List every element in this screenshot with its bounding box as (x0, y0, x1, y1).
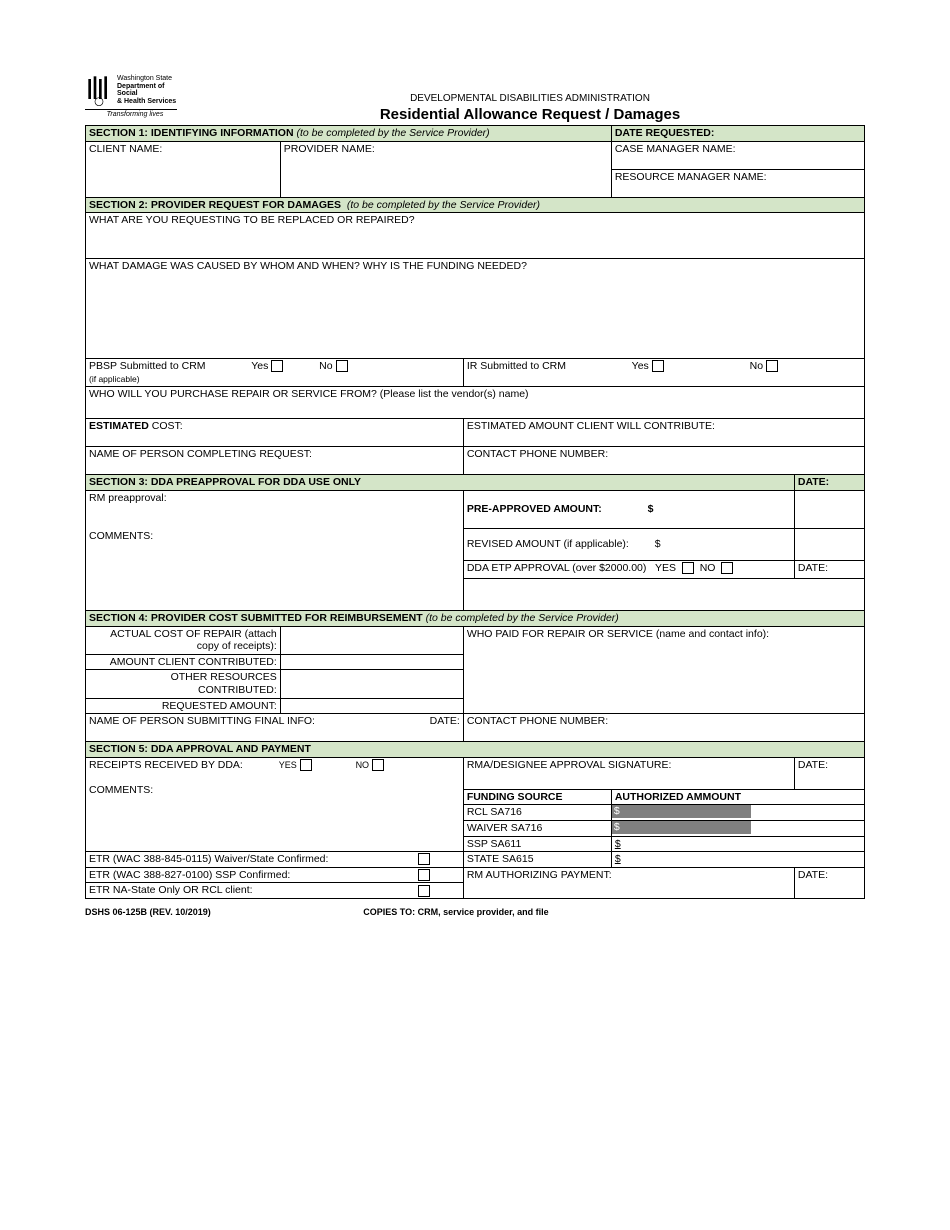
submitting-final-cell[interactable]: NAME OF PERSON SUBMITTING FINAL INFO: DA… (86, 714, 464, 742)
other-resources-cell[interactable] (280, 670, 463, 698)
actual-cost-cell[interactable] (280, 626, 463, 654)
revised-amount-cell[interactable]: REVISED AMOUNT (if applicable): $ (463, 528, 794, 560)
etp-approval-cell[interactable]: DDA ETP APPROVAL (over $2000.00) YES NO (463, 560, 794, 578)
section3-header: SECTION 3: DDA PREAPPROVAL FOR DDA USE O… (86, 475, 795, 491)
section4-header: SECTION 4: PROVIDER COST SUBMITTED FOR R… (86, 610, 865, 626)
ir-yes-checkbox[interactable] (649, 360, 664, 372)
waiver-label: WAIVER SA716 (463, 820, 611, 836)
etr3-cell[interactable]: ETR NA-State Only OR RCL client: (86, 883, 464, 899)
pbsp-no-checkbox[interactable] (333, 360, 348, 372)
ssp-amount-cell[interactable]: $ (611, 836, 864, 852)
preapproved-amount-cell[interactable]: PRE-APPROVED AMOUNT: $ (463, 490, 794, 528)
amount-client-cell[interactable] (280, 654, 463, 670)
etr1-checkbox[interactable] (415, 853, 430, 865)
state-label: STATE SA615 (463, 852, 611, 868)
contact-phone-final-cell[interactable]: CONTACT PHONE NUMBER: (463, 714, 864, 742)
ir-cell[interactable]: IR Submitted to CRM Yes No (463, 359, 864, 387)
etr2-checkbox[interactable] (415, 869, 430, 881)
estimated-cost-cell[interactable]: ESTIMATED COST: (86, 419, 464, 447)
rm-preapproval-cell[interactable]: RM preapproval: COMMENTS: (86, 490, 464, 610)
authorized-amount-header: AUTHORIZED AMMOUNT (611, 789, 864, 805)
requested-amount-cell[interactable] (280, 698, 463, 714)
client-name-cell[interactable]: CLIENT NAME: (86, 141, 281, 197)
completing-request-cell[interactable]: NAME OF PERSON COMPLETING REQUEST: (86, 447, 464, 475)
who-paid-cell[interactable]: WHO PAID FOR REPAIR OR SERVICE (name and… (463, 626, 864, 714)
requested-amount-label: REQUESTED AMOUNT: (86, 698, 281, 714)
footer: DSHS 06-125B (REV. 10/2019) COPIES TO: C… (85, 907, 865, 917)
rcl-label: RCL SA716 (463, 805, 611, 821)
form-title: Residential Allowance Request / Damages (195, 106, 865, 123)
dept-line1: Washington State (117, 75, 172, 82)
date-requested-label: DATE REQUESTED: (611, 126, 864, 142)
section3-blank-row[interactable] (463, 578, 864, 610)
preapproved-blank[interactable] (794, 490, 864, 528)
etr3-checkbox[interactable] (415, 884, 430, 896)
rma-date-cell[interactable]: DATE: (794, 757, 864, 789)
receipts-no-checkbox[interactable] (369, 759, 384, 771)
page-header: Washington State Department of Social & … (85, 75, 865, 123)
form-id: DSHS 06-125B (REV. 10/2019) (85, 907, 211, 917)
case-manager-cell[interactable]: CASE MANAGER NAME: (611, 141, 864, 169)
receipts-yes-checkbox[interactable] (297, 759, 312, 771)
section2-header: SECTION 2: PROVIDER REQUEST FOR DAMAGES … (86, 197, 865, 213)
pbsp-yes-checkbox[interactable] (268, 360, 283, 372)
actual-cost-label: ACTUAL COST OF REPAIR (attach copy of re… (86, 626, 281, 654)
etp-date-cell[interactable]: DATE: (794, 560, 864, 578)
what-damage-cell[interactable]: WHAT DAMAGE WAS CAUSED BY WHOM AND WHEN?… (86, 259, 865, 359)
client-contribute-cell[interactable]: ESTIMATED AMOUNT CLIENT WILL CONTRIBUTE: (463, 419, 864, 447)
section3-date-header: DATE: (794, 475, 864, 491)
etp-yes-checkbox[interactable] (679, 562, 694, 574)
rm-auth-date-cell[interactable]: DATE: (794, 867, 864, 898)
state-amount-cell[interactable]: $ (611, 852, 864, 868)
state-seal-icon (85, 75, 113, 107)
resource-manager-cell[interactable]: RESOURCE MANAGER NAME: (611, 169, 864, 197)
revised-blank[interactable] (794, 528, 864, 560)
what-requesting-cell[interactable]: WHAT ARE YOU REQUESTING TO BE REPLACED O… (86, 213, 865, 259)
amount-client-label: AMOUNT CLIENT CONTRIBUTED: (86, 654, 281, 670)
rcl-amount-cell[interactable]: $ (611, 805, 864, 821)
section1-header: SECTION 1: IDENTIFYING INFORMATION (to b… (86, 126, 612, 142)
pbsp-cell[interactable]: PBSP Submitted to CRM Yes No (if applica… (86, 359, 464, 387)
rm-authorizing-cell[interactable]: RM AUTHORIZING PAYMENT: (463, 867, 794, 898)
funding-source-header: FUNDING SOURCE (463, 789, 611, 805)
copies-to: COPIES TO: CRM, service provider, and fi… (363, 907, 548, 917)
admin-name: DEVELOPMENTAL DISABILITIES ADMINISTRATIO… (195, 93, 865, 104)
dept-tagline: Transforming lives (85, 111, 185, 119)
provider-name-cell[interactable]: PROVIDER NAME: (280, 141, 611, 197)
section5-header: SECTION 5: DDA APPROVAL AND PAYMENT (86, 742, 865, 758)
ir-no-checkbox[interactable] (763, 360, 778, 372)
contact-phone-cell[interactable]: CONTACT PHONE NUMBER: (463, 447, 864, 475)
other-resources-label: OTHER RESOURCES CONTRIBUTED: (86, 670, 281, 698)
dept-line2: Department of Social (117, 83, 164, 98)
etp-no-checkbox[interactable] (718, 562, 733, 574)
etr2-cell[interactable]: ETR (WAC 388-827-0100) SSP Confirmed: (86, 867, 464, 883)
etr1-cell[interactable]: ETR (WAC 388-845-0115) Waiver/State Conf… (86, 852, 464, 868)
rma-signature-cell[interactable]: RMA/DESIGNEE APPROVAL SIGNATURE: (463, 757, 794, 789)
receipts-comments-cell[interactable]: RECEIPTS RECEIVED BY DDA: YES NO COMMENT… (86, 757, 464, 851)
vendor-cell[interactable]: WHO WILL YOU PURCHASE REPAIR OR SERVICE … (86, 387, 865, 419)
dept-line3: & Health Services (117, 98, 176, 105)
waiver-amount-cell[interactable]: $ (611, 820, 864, 836)
form-table: SECTION 1: IDENTIFYING INFORMATION (to b… (85, 125, 865, 899)
logo-block: Washington State Department of Social & … (85, 75, 185, 119)
ssp-label: SSP SA611 (463, 836, 611, 852)
